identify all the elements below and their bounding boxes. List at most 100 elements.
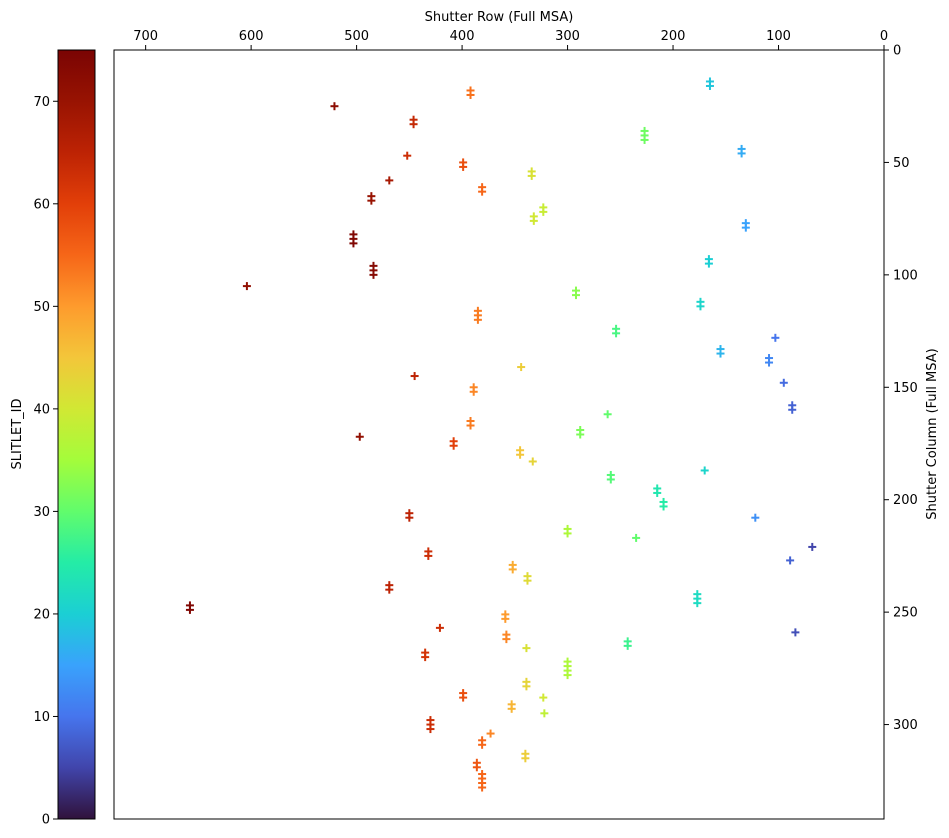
data-point	[527, 171, 536, 180]
data-point	[808, 542, 817, 551]
x-tick-label: 100	[766, 29, 791, 44]
data-point	[435, 623, 444, 632]
x-tick-label: 300	[555, 29, 580, 44]
data-point	[791, 628, 800, 637]
x-tick-label: 500	[344, 29, 369, 44]
colorbar-label: SLITLET_ID	[10, 398, 25, 469]
y-tick-label: 0	[893, 44, 901, 59]
data-point	[539, 207, 548, 216]
data-point	[486, 729, 495, 738]
data-point	[508, 565, 517, 574]
data-point	[421, 653, 430, 662]
data-point	[563, 529, 572, 538]
data-point	[501, 614, 510, 623]
y-tick-label: 150	[893, 381, 918, 396]
data-point	[540, 709, 549, 718]
data-point	[405, 513, 414, 522]
data-point	[606, 475, 615, 484]
y-axis-label: Shutter Column (Full MSA)	[925, 348, 940, 519]
data-point	[741, 223, 750, 232]
data-point	[696, 302, 705, 311]
data-point	[771, 333, 780, 342]
data-point	[403, 151, 412, 160]
data-point	[632, 533, 641, 542]
x-tick-label: 400	[450, 29, 475, 44]
data-point	[385, 176, 394, 185]
data-point	[521, 754, 530, 763]
y-axis-ticks: 0 50 100 150 200 250 300	[884, 44, 918, 733]
data-point	[523, 576, 532, 585]
data-point	[576, 430, 585, 439]
data-point	[369, 270, 378, 279]
data-point	[449, 441, 458, 450]
y-tick-label: 100	[893, 268, 918, 283]
plot-frame	[113, 49, 885, 820]
data-point	[517, 363, 526, 372]
data-point	[612, 329, 621, 338]
data-point	[788, 405, 797, 414]
colorbar-tick-label: 0	[42, 813, 50, 828]
data-point	[751, 513, 760, 522]
data-point	[539, 693, 548, 702]
plot-area: 700 600 500 400 300 200 100 0 0 50 100 150 200 250 30…	[113, 10, 940, 820]
data-point	[367, 196, 376, 205]
data-point	[528, 457, 537, 466]
data-point	[623, 641, 632, 650]
data-point	[653, 488, 662, 497]
colorbar-gradient	[57, 49, 96, 820]
data-point	[779, 378, 788, 387]
data-markers	[185, 77, 817, 792]
data-point	[185, 605, 194, 614]
colorbar-tick-label: 10	[33, 710, 50, 725]
colorbar-tick-label: 50	[33, 300, 50, 315]
data-point	[355, 432, 364, 441]
colorbar-tick-label: 30	[33, 505, 50, 520]
data-point	[659, 502, 668, 511]
colorbar: 0 10 20 30 40 50 60 70 SLITLET_ID	[10, 49, 96, 828]
data-point	[693, 599, 702, 608]
data-point	[424, 551, 433, 560]
data-point	[765, 358, 774, 367]
y-tick-label: 300	[893, 718, 918, 733]
data-point	[459, 162, 468, 171]
data-point	[522, 682, 531, 691]
y-tick-label: 250	[893, 606, 918, 621]
colorbar-tick-label: 40	[33, 402, 50, 417]
x-tick-label: 600	[239, 29, 264, 44]
data-point	[466, 421, 475, 430]
data-point	[478, 783, 487, 792]
colorbar-tick-label: 70	[33, 95, 50, 110]
colorbar-ticks: 0 10 20 30 40 50 60 70	[33, 95, 58, 828]
data-point	[572, 291, 580, 300]
data-point	[349, 239, 358, 248]
data-point	[502, 635, 511, 644]
data-point	[603, 410, 612, 419]
colorbar-tick-label: 60	[33, 197, 50, 212]
data-point	[410, 372, 419, 381]
data-point	[507, 704, 516, 713]
data-point	[522, 644, 531, 653]
x-tick-label: 200	[661, 29, 686, 44]
data-point	[478, 187, 487, 196]
y-tick-label: 200	[893, 493, 918, 508]
data-point	[472, 763, 481, 772]
data-point	[242, 282, 251, 291]
data-point	[426, 725, 435, 734]
x-axis-ticks: 700 600 500 400 300 200 100 0	[133, 29, 888, 50]
data-point	[705, 81, 714, 90]
x-axis-label: Shutter Row (Full MSA)	[425, 10, 574, 25]
data-point	[330, 102, 339, 111]
data-point	[786, 556, 795, 565]
data-point	[700, 466, 709, 475]
data-point	[563, 671, 572, 680]
y-tick-label: 50	[893, 156, 910, 171]
data-point	[716, 349, 725, 358]
data-point	[704, 259, 713, 268]
data-point	[478, 740, 487, 749]
data-point	[529, 216, 538, 225]
x-tick-label: 0	[880, 29, 888, 44]
data-point	[459, 693, 468, 702]
data-point	[640, 135, 649, 144]
data-point	[737, 149, 746, 158]
